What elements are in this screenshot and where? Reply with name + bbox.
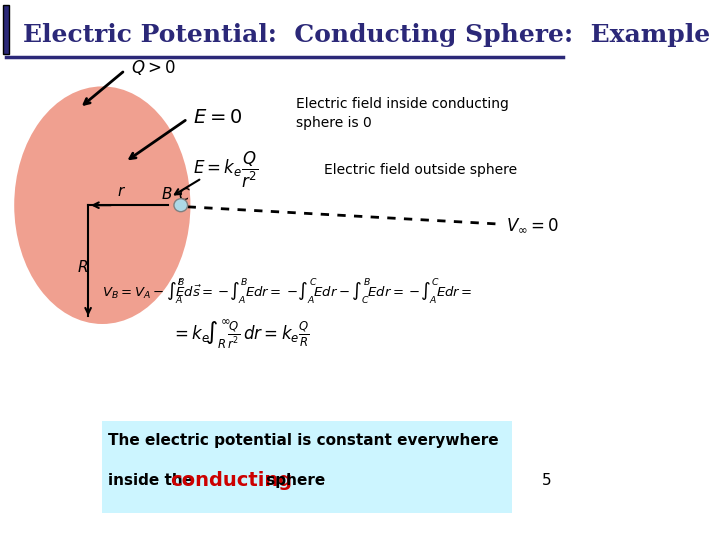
Text: $E = 0$: $E = 0$ <box>193 109 243 127</box>
Text: $V_B = V_A - \int_A^B \!\!\!\!\overset{r}{E}d\vec{s} = -\!\int_A^B\! Edr = -\!\i: $V_B = V_A - \int_A^B \!\!\!\!\overset{r… <box>102 276 473 306</box>
Text: $R$: $R$ <box>77 259 88 275</box>
Text: Electric field inside conducting
sphere is 0: Electric field inside conducting sphere … <box>296 97 508 130</box>
Text: $Q > 0$: $Q > 0$ <box>131 58 176 77</box>
Text: 5: 5 <box>541 473 552 488</box>
Circle shape <box>174 199 188 212</box>
FancyBboxPatch shape <box>3 5 9 54</box>
Text: $r$: $r$ <box>117 184 125 199</box>
Text: sphere: sphere <box>261 473 325 488</box>
Text: Electric Potential:  Conducting Sphere:  Example: Electric Potential: Conducting Sphere: E… <box>23 23 710 47</box>
Text: Electric field outside sphere: Electric field outside sphere <box>324 163 517 177</box>
Text: $E = k_e\dfrac{Q}{r^2}$: $E = k_e\dfrac{Q}{r^2}$ <box>193 150 259 190</box>
Text: conducting: conducting <box>171 471 292 490</box>
Text: The electric potential is constant everywhere: The electric potential is constant every… <box>108 433 499 448</box>
Text: $V_{\infty} = 0$: $V_{\infty} = 0$ <box>506 217 559 234</box>
Text: inside the: inside the <box>108 473 199 488</box>
FancyBboxPatch shape <box>102 421 512 513</box>
Text: $B$: $B$ <box>161 186 172 202</box>
Text: $C$: $C$ <box>178 187 191 204</box>
Ellipse shape <box>14 86 190 324</box>
Text: $= k_e\!\int_R^{\infty}\!\frac{Q}{r^2}\,dr = k_e\frac{Q}{R}$: $= k_e\!\int_R^{\infty}\!\frac{Q}{r^2}\,… <box>171 318 309 352</box>
